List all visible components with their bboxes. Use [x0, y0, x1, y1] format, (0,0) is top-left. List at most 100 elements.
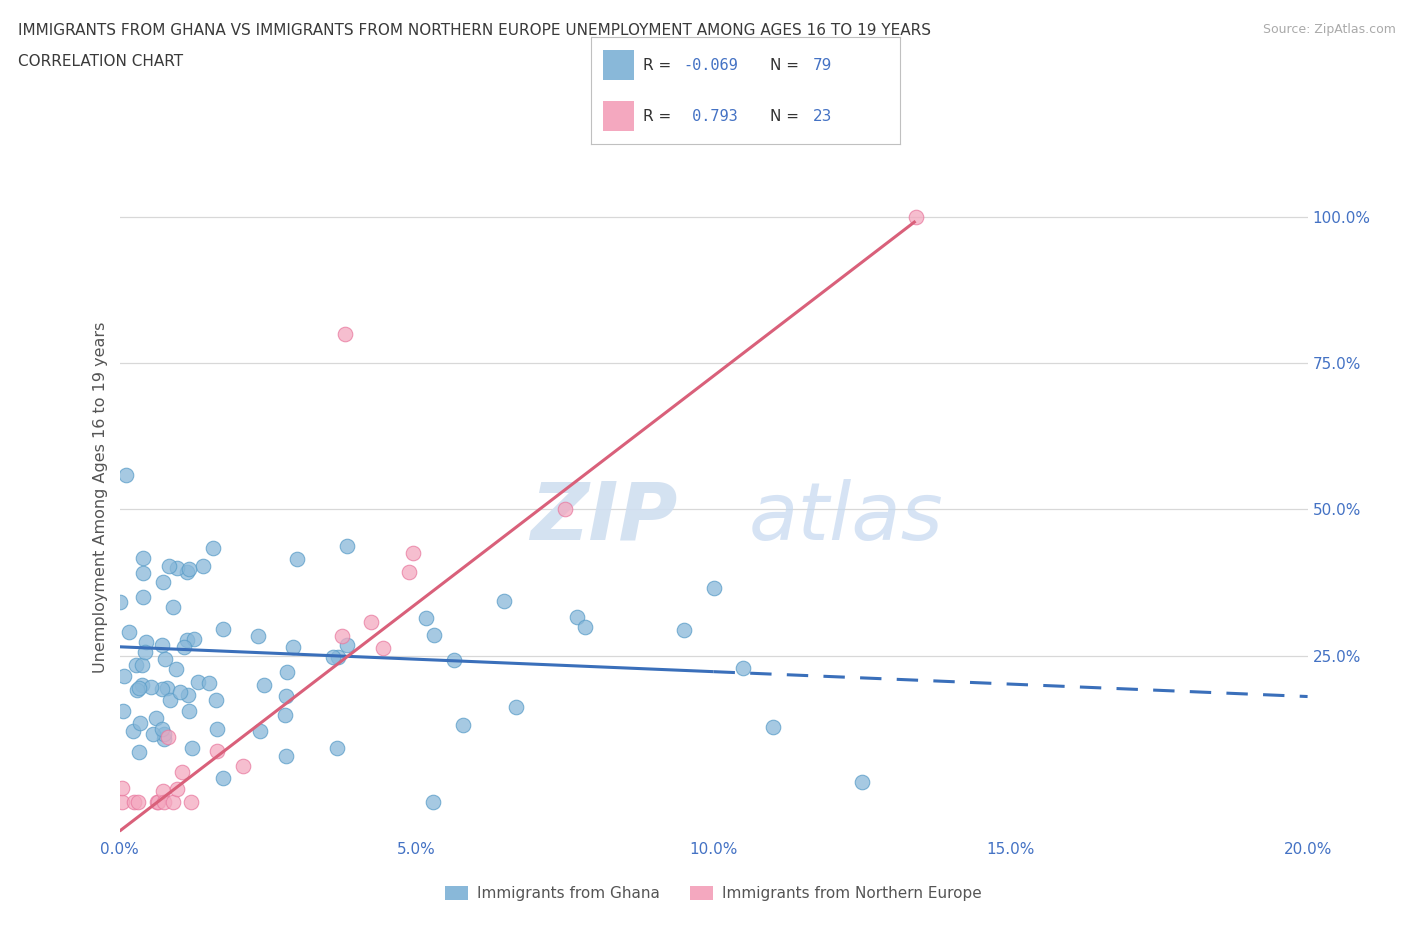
- Point: [166, 781, 188, 796]
- Point: [253, 678, 276, 693]
- Point: [198, 675, 221, 690]
- Point: [211, 622, 233, 637]
- Point: [150, 638, 173, 653]
- Point: [554, 502, 576, 517]
- Text: Source: ZipAtlas.com: Source: ZipAtlas.com: [1263, 23, 1396, 36]
- FancyBboxPatch shape: [603, 50, 634, 80]
- Point: [111, 780, 134, 795]
- Point: [150, 722, 173, 737]
- Legend: Immigrants from Ghana, Immigrants from Northern Europe: Immigrants from Ghana, Immigrants from N…: [439, 880, 988, 908]
- Point: [180, 794, 202, 809]
- Point: [205, 693, 228, 708]
- Text: ZIP: ZIP: [530, 479, 678, 557]
- FancyBboxPatch shape: [603, 101, 634, 131]
- Point: [127, 794, 149, 809]
- Point: [326, 740, 349, 755]
- Point: [128, 745, 150, 760]
- Point: [111, 704, 134, 719]
- Point: [181, 740, 204, 755]
- Point: [249, 724, 271, 738]
- Point: [702, 580, 725, 595]
- Point: [672, 623, 695, 638]
- Point: [398, 565, 420, 579]
- Point: [505, 699, 527, 714]
- Point: [851, 775, 873, 790]
- Point: [247, 629, 270, 644]
- Point: [177, 687, 200, 702]
- Point: [402, 546, 425, 561]
- Point: [371, 641, 394, 656]
- Point: [134, 645, 156, 660]
- Text: R =: R =: [643, 58, 671, 73]
- Point: [191, 559, 214, 574]
- Point: [276, 665, 298, 680]
- Point: [330, 629, 353, 644]
- Point: [131, 590, 153, 604]
- Text: 79: 79: [813, 58, 832, 73]
- Point: [335, 326, 357, 341]
- Point: [145, 711, 167, 725]
- Point: [276, 749, 298, 764]
- Point: [451, 718, 474, 733]
- Point: [762, 719, 785, 734]
- Point: [162, 600, 184, 615]
- Point: [110, 794, 132, 809]
- Point: [183, 631, 205, 646]
- Point: [132, 566, 155, 581]
- Point: [212, 771, 235, 786]
- Point: [128, 680, 150, 695]
- Point: [118, 625, 141, 640]
- Text: R =: R =: [643, 109, 671, 124]
- Point: [162, 794, 184, 809]
- Point: [205, 743, 228, 758]
- Text: N =: N =: [770, 58, 799, 73]
- Text: 0.793: 0.793: [683, 109, 738, 124]
- Point: [360, 615, 382, 630]
- Point: [904, 209, 927, 224]
- Point: [169, 684, 191, 699]
- Text: -0.069: -0.069: [683, 58, 738, 73]
- Point: [207, 722, 229, 737]
- Point: [135, 634, 157, 649]
- Point: [157, 730, 180, 745]
- Text: N =: N =: [770, 109, 799, 124]
- Point: [281, 640, 304, 655]
- Point: [166, 561, 188, 576]
- Point: [152, 575, 174, 590]
- Point: [423, 628, 446, 643]
- Point: [336, 637, 359, 652]
- Point: [131, 551, 153, 565]
- Point: [176, 632, 198, 647]
- Point: [201, 541, 224, 556]
- Point: [152, 784, 174, 799]
- Point: [155, 651, 177, 666]
- Point: [108, 594, 131, 609]
- Point: [170, 764, 193, 779]
- Point: [125, 658, 148, 672]
- Point: [187, 674, 209, 689]
- Point: [574, 620, 596, 635]
- Point: [565, 609, 588, 624]
- Point: [153, 731, 176, 746]
- Point: [146, 794, 169, 809]
- Point: [165, 661, 187, 676]
- Point: [122, 724, 145, 739]
- Point: [114, 468, 136, 483]
- Point: [173, 640, 195, 655]
- Text: 23: 23: [813, 109, 832, 124]
- Point: [179, 562, 201, 577]
- Point: [443, 652, 465, 667]
- Point: [232, 759, 254, 774]
- Point: [159, 693, 181, 708]
- Point: [129, 716, 152, 731]
- Point: [276, 689, 298, 704]
- Y-axis label: Unemployment Among Ages 16 to 19 years: Unemployment Among Ages 16 to 19 years: [93, 322, 108, 673]
- Point: [733, 660, 755, 675]
- Point: [122, 794, 145, 809]
- Point: [156, 680, 179, 695]
- Text: atlas: atlas: [749, 479, 943, 557]
- Point: [153, 794, 176, 809]
- Point: [287, 551, 309, 566]
- Point: [131, 677, 153, 692]
- Point: [322, 650, 344, 665]
